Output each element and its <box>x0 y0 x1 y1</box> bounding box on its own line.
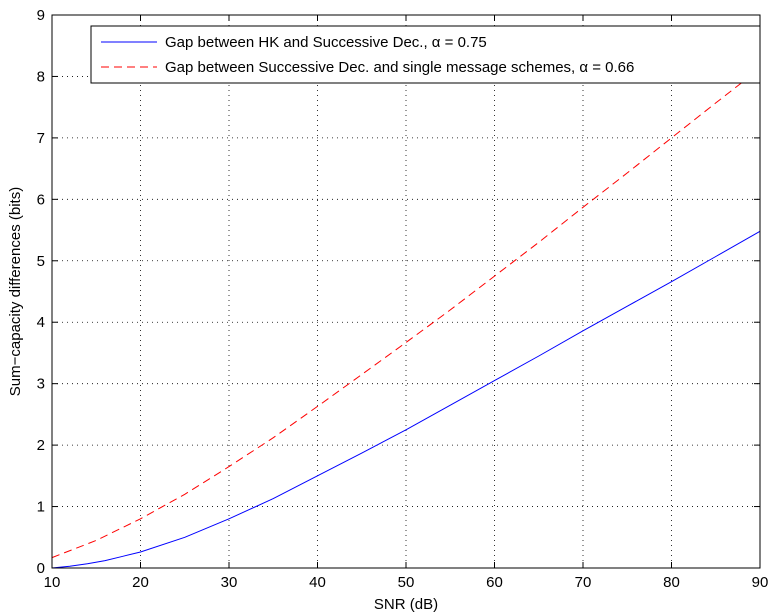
series-layer <box>51 68 761 569</box>
x-axis-label: SNR (dB) <box>374 596 438 613</box>
x-tick-label: 10 <box>44 574 61 591</box>
legend: Gap between HK and Successive Dec., α = … <box>90 25 761 84</box>
legend-entry-blue: Gap between HK and Successive Dec., α = … <box>165 34 487 51</box>
y-tick-label: 3 <box>37 376 45 393</box>
x-tick-label: 50 <box>398 574 415 591</box>
legend-box <box>90 25 761 84</box>
y-tick-label: 7 <box>37 130 45 147</box>
y-tick-label: 6 <box>37 191 45 208</box>
y-tick-label: 8 <box>37 68 45 85</box>
red-gap-line <box>51 68 761 559</box>
ticks: 10 20 30 40 50 60 70 80 90 0 1 2 3 4 5 6 7 8 9 <box>37 7 769 591</box>
x-tick-label: 20 <box>132 574 149 591</box>
legend-entry-red: Gap between Successive Dec. and single m… <box>165 59 634 76</box>
y-axis-label: Sum−capacity differences (bits) <box>7 187 24 396</box>
y-tick-label: 1 <box>37 499 45 516</box>
blue-gap-line <box>51 230 761 569</box>
x-tick-label: 80 <box>663 574 680 591</box>
x-tick-label: 60 <box>486 574 503 591</box>
x-tick-label: 30 <box>221 574 238 591</box>
y-tick-label: 5 <box>37 253 45 270</box>
y-tick-label: 4 <box>37 314 45 331</box>
y-tick-label: 9 <box>37 7 45 24</box>
x-tick-label: 90 <box>752 574 769 591</box>
y-tick-label: 0 <box>37 560 45 577</box>
y-tick-label: 2 <box>37 437 45 454</box>
x-tick-label: 70 <box>575 574 592 591</box>
x-tick-label: 40 <box>309 574 326 591</box>
